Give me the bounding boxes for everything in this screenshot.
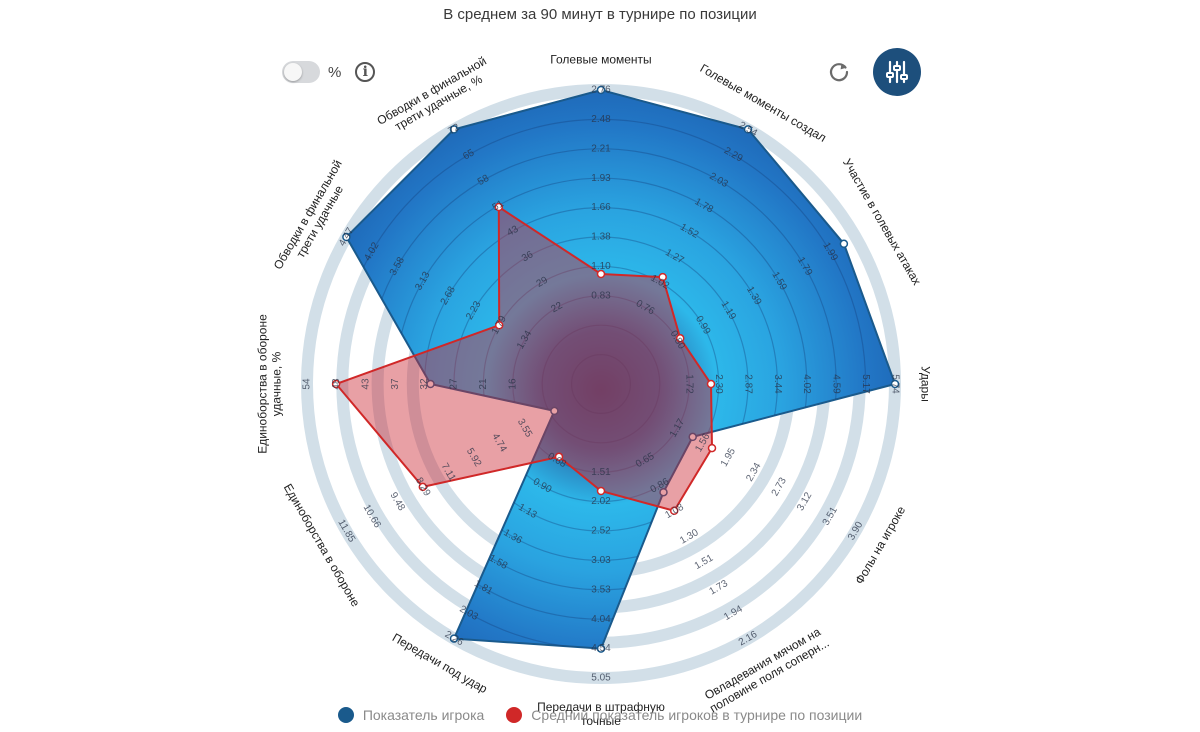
filter-settings-button[interactable] <box>873 48 921 96</box>
axis-label-7: Передачи в штрафную точные <box>537 700 665 728</box>
tick-label: 0.83 <box>591 290 611 301</box>
chart-title: В среднем за 90 минут в турнире по позиц… <box>443 6 757 23</box>
player-point-4[interactable] <box>890 379 900 389</box>
tick-label: 29 <box>535 275 551 290</box>
tick-label: 1.38 <box>591 232 611 243</box>
average-point-12[interactable] <box>494 202 504 212</box>
tick-label: 2.76 <box>591 85 611 96</box>
axis-label-6: Овладевания мячом наполовине поля соперн… <box>700 624 831 716</box>
tick-label: 43 <box>505 224 521 239</box>
average-point-7[interactable] <box>596 486 606 496</box>
legend-label-player: Показатель игрока <box>362 707 485 723</box>
player-point-1[interactable] <box>596 85 606 95</box>
player-point-11[interactable] <box>342 232 351 242</box>
average-point-1[interactable] <box>596 269 606 279</box>
tick-label: 27 <box>449 378 460 390</box>
band-circle <box>512 295 690 473</box>
average-point-10[interactable] <box>331 379 341 389</box>
tick-label: 43 <box>360 378 371 390</box>
tick-label: 5.05 <box>591 673 611 684</box>
tick-label: 16 <box>507 378 518 390</box>
average-point-5[interactable] <box>707 443 717 453</box>
player-point-12[interactable] <box>449 125 459 134</box>
tick-label: 2.48 <box>591 114 611 125</box>
axis-label-1: Голевые моменты <box>550 53 651 67</box>
player-point-10[interactable] <box>426 379 435 389</box>
player-point-9[interactable] <box>550 406 559 416</box>
tick-label: 2.30 <box>713 374 724 394</box>
tick-label: 4.59 <box>831 374 842 394</box>
player-area <box>346 90 895 649</box>
tick-label: 1.93 <box>591 173 611 184</box>
tick-label: 4.04 <box>591 614 611 625</box>
tick-label: 21 <box>478 378 489 390</box>
tick-label: 51 <box>491 198 507 213</box>
tick-label: 2.52 <box>591 526 611 537</box>
average-series <box>331 202 717 516</box>
average-point-6[interactable] <box>669 506 679 516</box>
band-circle <box>346 118 867 649</box>
axis-label-4: Удары <box>918 366 932 402</box>
legend-dot-player <box>337 707 354 723</box>
player-point-7[interactable] <box>596 644 606 653</box>
average-point-2[interactable] <box>658 272 667 282</box>
tick-label: 1.72 <box>684 374 695 394</box>
tick-label: 3.44 <box>772 374 783 394</box>
legend-item-average[interactable]: Средний показатель игроков в турнире по … <box>506 707 862 723</box>
percent-label: % <box>328 63 342 81</box>
legend-item-player[interactable]: Показатель игрока <box>337 707 485 723</box>
tick-label: 4.54 <box>591 643 611 654</box>
percent-toggle[interactable] <box>282 61 320 83</box>
info-icon[interactable]: i <box>355 62 376 82</box>
average-point-4[interactable] <box>706 379 716 389</box>
tick-label: 22 <box>549 300 565 315</box>
tick-label: 36 <box>520 249 536 264</box>
tick-label: 2.87 <box>742 374 753 394</box>
tick-label: 5.17 <box>860 374 871 394</box>
tick-label: 1.95 <box>719 446 738 469</box>
average-point-8[interactable] <box>554 452 564 462</box>
player-point-2[interactable] <box>743 125 753 134</box>
player-point-3[interactable] <box>839 239 849 249</box>
tick-label: 1.51 <box>591 467 611 478</box>
legend: Показатель игрока Средний показатель игр… <box>0 707 1200 723</box>
tick-label: 32 <box>419 378 430 390</box>
player-point-8[interactable] <box>449 634 459 643</box>
tick-label: 3.03 <box>591 555 611 566</box>
tick-label: 48 <box>331 378 342 390</box>
tick-label: 4.02 <box>801 374 812 394</box>
legend-label-average: Средний показатель игроков в турнире по … <box>531 707 863 723</box>
average-point-11[interactable] <box>494 320 504 330</box>
tick-label: 72 <box>447 122 463 137</box>
toggle-knob <box>284 63 302 81</box>
average-point-9[interactable] <box>418 482 428 492</box>
tick-label: 1.10 <box>591 261 611 272</box>
player-point-6[interactable] <box>659 487 668 497</box>
tick-label: 37 <box>390 378 401 390</box>
legend-dot-average <box>506 707 523 723</box>
tick-label: 2.21 <box>591 143 611 154</box>
average-point-3[interactable] <box>675 334 685 343</box>
tick-label: 1.51 <box>693 552 716 571</box>
percent-toggle-group: % i <box>282 61 376 83</box>
band-circle <box>453 236 749 532</box>
tick-label: 2.73 <box>770 475 789 498</box>
reset-icon[interactable] <box>826 59 852 85</box>
sliders-icon <box>886 60 908 84</box>
axis-label-11: Обводки в финальнойтрети удачные <box>271 158 357 279</box>
tick-label: 5.74 <box>889 374 900 394</box>
tick-label: 58 <box>476 173 492 188</box>
band-circle <box>541 324 661 444</box>
tick-label: 54 <box>302 378 313 390</box>
band-circle <box>482 265 720 503</box>
player-point-5[interactable] <box>688 432 697 442</box>
tick-label: 1.66 <box>591 202 611 213</box>
axis-label-10: Единоборства в оборонеудачные, % <box>256 314 284 454</box>
player-series <box>342 85 900 653</box>
band-circle <box>570 354 631 415</box>
tick-label: 2.02 <box>591 496 611 507</box>
tick-label: 65 <box>461 147 477 162</box>
tick-label: 3.53 <box>591 584 611 595</box>
